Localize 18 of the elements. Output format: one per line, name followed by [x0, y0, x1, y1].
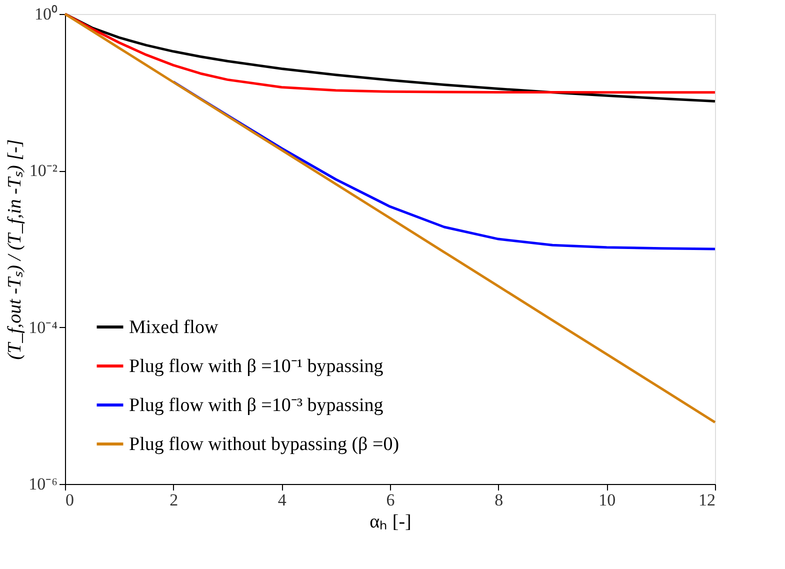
x-tick-label: 6 — [386, 490, 395, 510]
y-tick-label: 10⁻⁶ — [28, 474, 58, 494]
x-tick-label: 8 — [494, 490, 504, 510]
y-tick-label: 10⁻⁴ — [28, 318, 58, 337]
y-axis-title: (T_f,out -Tₛ) / (T_f,in -Tₛ) [-] — [4, 139, 26, 360]
legend-label: Mixed flow — [129, 317, 218, 338]
legend-label: Plug flow without bypassing (β =0) — [129, 434, 400, 455]
legend-label: Plug flow with β =10⁻³ bypassing — [129, 395, 384, 416]
x-tick-label: 12 — [698, 490, 716, 510]
y-tick-label: 10⁰ — [34, 4, 58, 24]
x-axis-title: αₕ [-] — [370, 512, 412, 532]
x-tick-label: 10 — [598, 490, 616, 510]
x-tick-label: 4 — [278, 490, 287, 510]
y-tick-label: 10⁻² — [29, 161, 58, 180]
x-tick-label: 0 — [66, 490, 74, 510]
legend-label: Plug flow with β =10⁻¹ bypassing — [129, 356, 384, 377]
line-series — [64, 12, 716, 424]
x-tick-label: 2 — [170, 490, 178, 510]
